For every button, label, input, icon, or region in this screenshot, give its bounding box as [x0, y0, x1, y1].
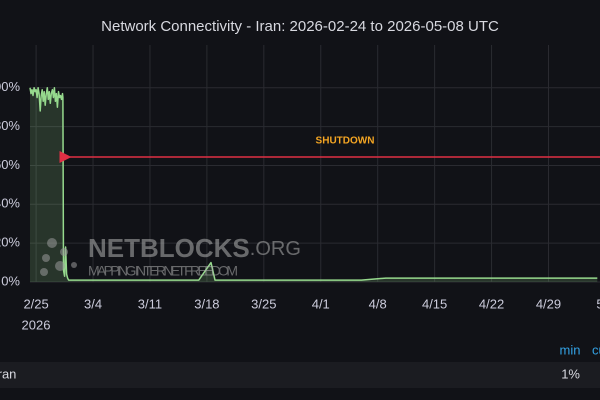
x-tick-label: 3/25 [251, 296, 276, 311]
x-tick-label: 4/22 [479, 296, 504, 311]
legend-column: current [592, 342, 600, 357]
legend-min: 1% [561, 366, 580, 381]
watermark-tagline: MAPPING INTERNET FREEDOM [88, 263, 238, 279]
x-tick-label: 3/11 [138, 296, 162, 311]
x-tick-label: 3/18 [194, 296, 219, 311]
x-tick-label: 3/4 [84, 296, 102, 311]
chart-title: Network Connectivity - Iran: 2026-02-24 … [101, 18, 499, 35]
x-tick-label: 2/25 [23, 296, 48, 311]
legend-series-name[interactable]: Iran [0, 366, 16, 381]
y-tick-label: 80% [0, 118, 20, 133]
legend-column: min [560, 342, 581, 357]
y-tick-label: 100% [0, 79, 20, 94]
plot [29, 86, 598, 282]
watermark-logo [40, 238, 77, 276]
watermark-suffix: .ORG [250, 238, 301, 260]
x-tick-label: 4/1 [312, 296, 330, 311]
y-tick-label: 60% [0, 157, 20, 172]
grid [30, 45, 600, 283]
x-tick-label: 4/15 [422, 296, 447, 311]
y-tick-label: 0% [1, 273, 20, 288]
x-tick-label: 5/6 [596, 296, 600, 311]
y-tick-label: 20% [0, 235, 20, 250]
x-year-label: 2026 [22, 317, 51, 332]
watermark-name: NETBLOCKS.ORG [88, 233, 301, 263]
watermark: NETBLOCKS.ORG MAPPING INTERNET FREEDOM [40, 233, 301, 279]
watermark-name-main: NETBLOCKS [88, 233, 250, 263]
y-tick-label: 40% [0, 196, 20, 211]
legend-row [0, 362, 600, 388]
x-tick-label: 4/8 [369, 296, 387, 311]
annotation: SHUTDOWN [316, 136, 375, 147]
line [29, 86, 598, 281]
x-tick-label: 4/29 [536, 296, 561, 311]
